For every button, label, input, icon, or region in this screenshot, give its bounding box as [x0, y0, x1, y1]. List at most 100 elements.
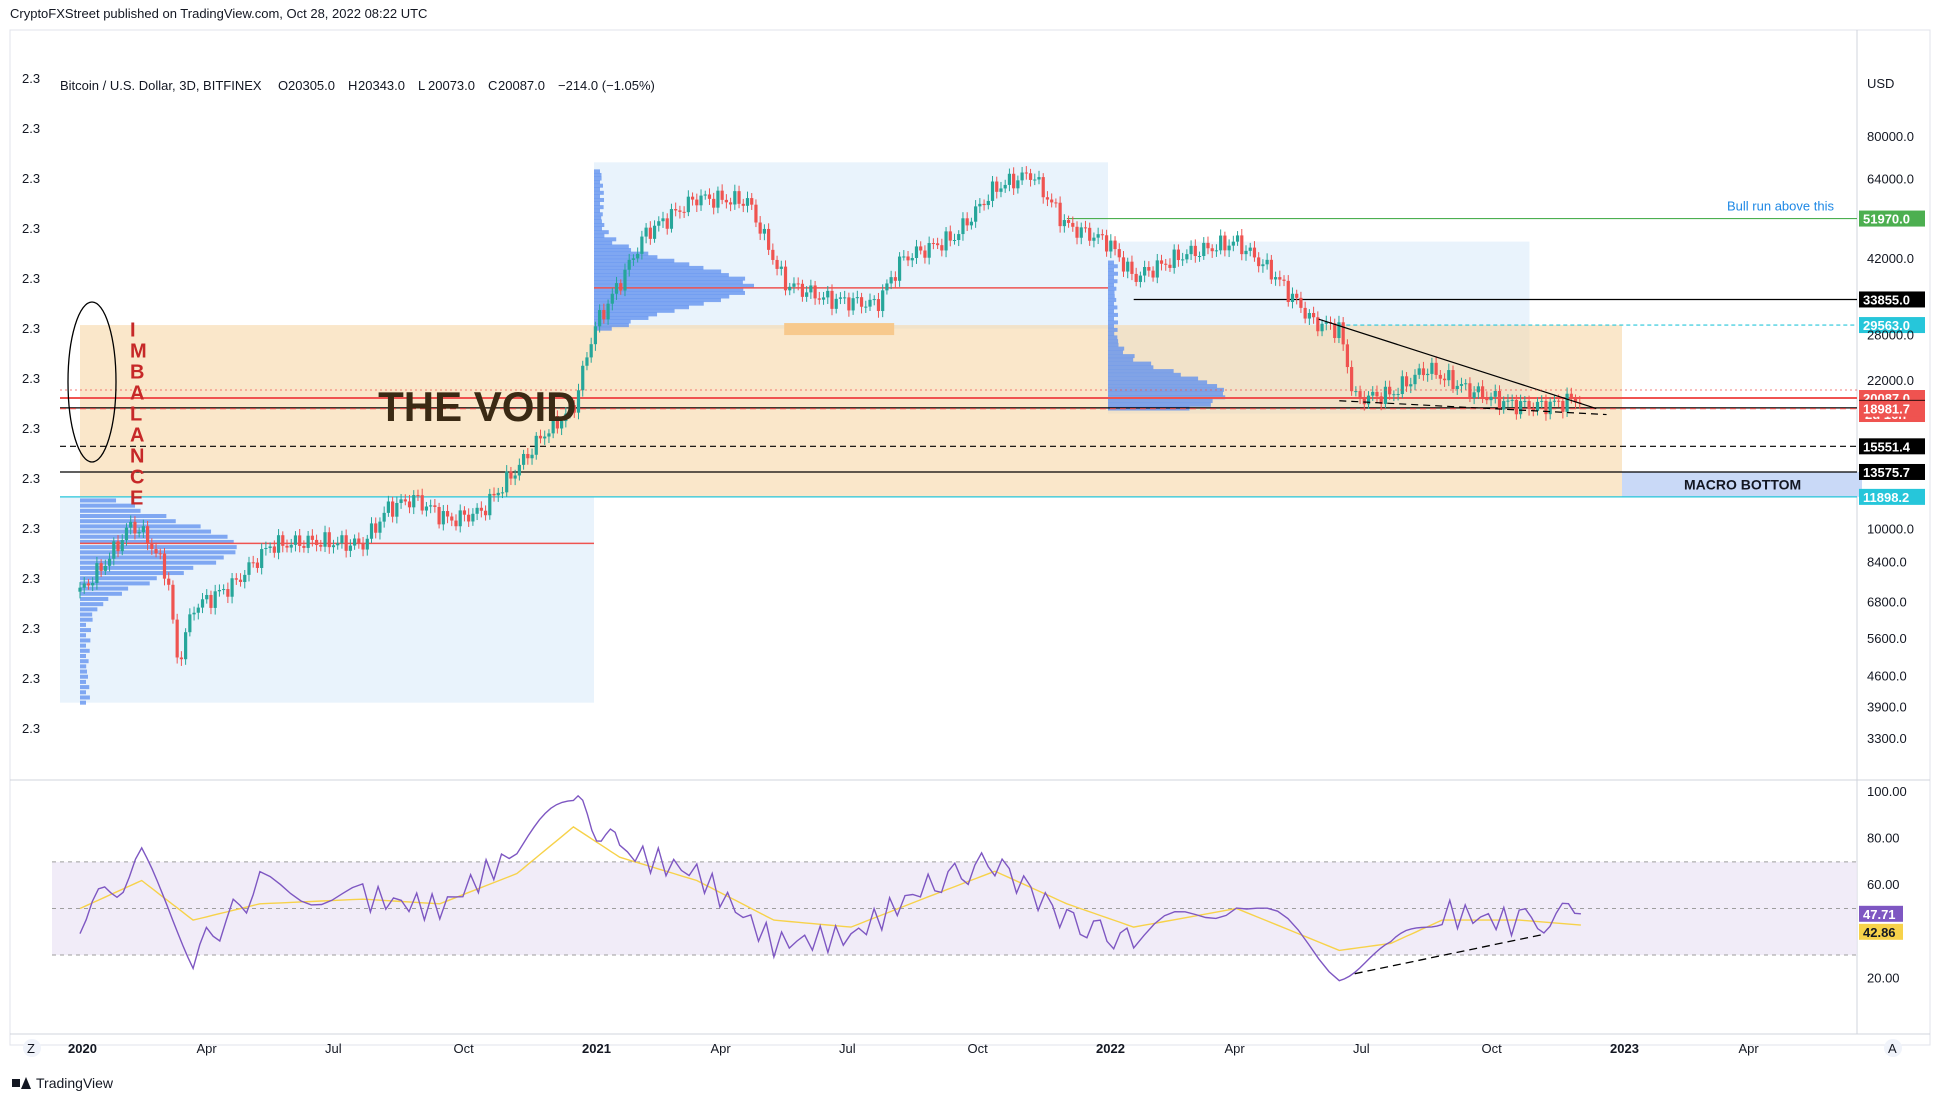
candle-body	[534, 435, 538, 455]
candle-body	[230, 578, 234, 597]
candle-body	[1493, 390, 1497, 397]
macro-bottom-label: MACRO BOTTOM	[1684, 477, 1801, 493]
time-tick-label: Jul	[839, 1041, 856, 1056]
candle-body	[1282, 279, 1286, 281]
candle-body	[1176, 249, 1181, 261]
level-badge	[1859, 291, 1925, 308]
candle-body	[1320, 323, 1324, 332]
candle-body	[606, 303, 610, 320]
candle-body	[1362, 397, 1366, 405]
candle-body	[695, 199, 699, 206]
volume-profile-bar	[1108, 376, 1199, 381]
candle-body	[1223, 235, 1227, 251]
volume-profile-bar	[594, 323, 629, 328]
candle-body	[1459, 384, 1464, 386]
volume-profile-bar	[80, 508, 141, 513]
candle-body	[1104, 235, 1109, 252]
time-tick-label: Apr	[1225, 1041, 1246, 1056]
candle-body	[1409, 384, 1413, 387]
candle-body	[1523, 400, 1527, 402]
candle-body	[521, 453, 526, 465]
candle-body	[1569, 393, 1573, 399]
candle-body	[382, 512, 386, 522]
candle-body	[1244, 250, 1248, 255]
candle-body	[1130, 261, 1134, 274]
level-badge	[1859, 317, 1925, 334]
candle-body	[1392, 394, 1396, 396]
candle-body	[1506, 400, 1510, 402]
candle-body	[931, 243, 935, 245]
candle-body	[728, 202, 733, 205]
candle-body	[1240, 235, 1244, 255]
candle-body	[1126, 261, 1130, 272]
descending-trendline	[1318, 318, 1597, 410]
candle-body	[1075, 226, 1079, 238]
imbalance-letter: L	[130, 404, 142, 426]
candle-body	[910, 257, 914, 261]
volume-profile-bar	[80, 571, 184, 576]
candle-body	[961, 218, 965, 235]
candle-body	[365, 538, 369, 550]
auto-scale-button[interactable]	[23, 1039, 41, 1057]
candle-body	[437, 506, 441, 525]
candle-body	[314, 539, 319, 546]
ohlc-value: 20343.0	[358, 78, 405, 93]
candle-body	[179, 657, 183, 660]
candle-body	[568, 405, 572, 414]
candle-body	[914, 246, 919, 258]
tradingview-logo-icon	[12, 1077, 31, 1089]
candle-body	[395, 502, 399, 517]
candle-body	[724, 199, 728, 203]
volume-profile-bar	[1108, 402, 1211, 407]
volume-profile-bar	[594, 255, 658, 260]
volume-profile-bar	[594, 169, 600, 174]
candle-body	[952, 240, 957, 242]
volume-profile-bar	[1108, 324, 1114, 329]
time-tick-label: Oct	[968, 1041, 989, 1056]
candle-body	[661, 218, 665, 222]
price-tick-label: 80000.0	[1867, 129, 1914, 144]
candle-body	[682, 211, 686, 213]
candle-body	[805, 292, 809, 297]
candle-body	[864, 306, 868, 308]
volume-profile-bar	[1108, 282, 1114, 287]
left-axis-label: 2.3	[22, 721, 40, 736]
candle-body	[1438, 374, 1442, 379]
imbalance-letter: C	[130, 467, 144, 489]
candle-body	[526, 453, 530, 459]
candle-body	[674, 209, 678, 211]
imbalance-letter: N	[130, 446, 144, 468]
candle-body	[310, 535, 314, 540]
candle-body	[517, 464, 521, 476]
imbalance-letter: M	[130, 341, 147, 363]
candle-body	[1413, 374, 1417, 385]
candle-body	[450, 516, 454, 521]
left-axis-label: 2.3	[22, 321, 40, 336]
log-scale-button[interactable]	[1884, 1039, 1902, 1057]
ohlc-key: O	[278, 78, 288, 93]
candle-body	[209, 594, 213, 608]
candle-body	[1371, 391, 1375, 396]
candle-body	[741, 203, 745, 206]
candle-body	[623, 269, 627, 291]
rsi-band	[52, 861, 1857, 956]
candle-body	[564, 413, 568, 422]
candle-body	[99, 563, 103, 571]
candle-body	[821, 297, 826, 300]
candle-body	[340, 535, 344, 544]
candle-body	[1426, 373, 1430, 376]
candle-body	[1083, 227, 1088, 229]
rsi-ma-line	[79, 826, 1581, 952]
price-tick-label: 64000.0	[1867, 171, 1914, 186]
candle-body	[851, 298, 855, 311]
candle-body	[82, 583, 86, 588]
volume-profile-bar	[80, 659, 89, 664]
volume-profile-bar	[594, 226, 602, 231]
candle-body	[999, 188, 1003, 192]
tradingview-branding[interactable]: TradingView	[12, 1075, 113, 1091]
level-badge-label: 18981.7	[1863, 402, 1910, 417]
candle-body	[665, 218, 669, 229]
candle-body	[1020, 172, 1024, 181]
volume-profile-bar	[1108, 331, 1115, 336]
